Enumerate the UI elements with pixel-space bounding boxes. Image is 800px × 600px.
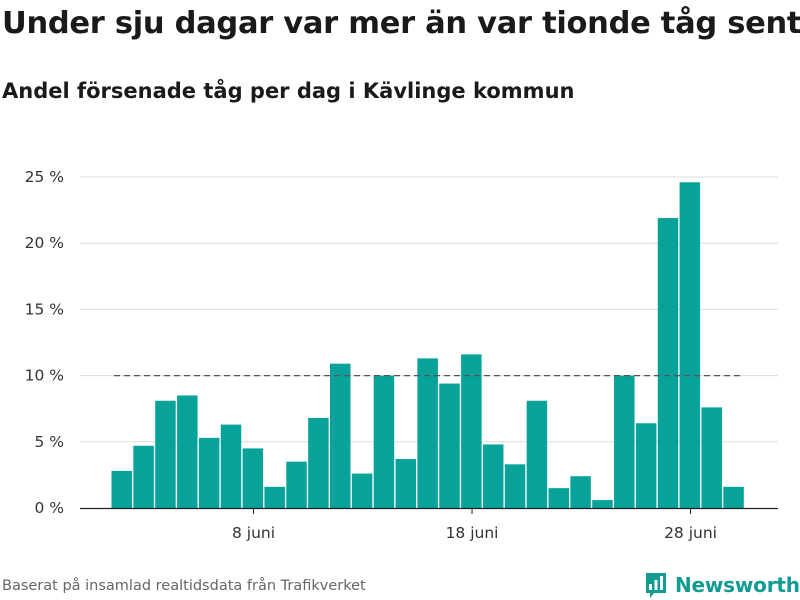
brand-logo: Newsworthy [644, 571, 800, 599]
bar [635, 423, 657, 508]
bar [373, 375, 395, 508]
bar [395, 459, 417, 508]
bar [723, 486, 744, 508]
bar [155, 400, 176, 508]
y-tick-label: 25 % [25, 168, 64, 186]
y-tick-label: 20 % [25, 234, 64, 252]
y-tick-label: 5 % [34, 433, 64, 451]
bar [526, 400, 548, 508]
x-tick-label: 8 juni [232, 524, 275, 542]
bar [264, 486, 285, 508]
bar [133, 445, 154, 508]
bar [592, 500, 613, 508]
brand-name: Newsworthy [675, 573, 800, 597]
bar [220, 424, 242, 508]
bar [351, 473, 373, 508]
bar [242, 448, 264, 508]
bar [657, 218, 679, 508]
bar [286, 461, 307, 508]
bar [614, 375, 635, 508]
bar [417, 358, 438, 508]
bar [679, 182, 701, 508]
source-note: Baserat på insamlad realtidsdata från Tr… [2, 578, 366, 594]
bar [504, 464, 526, 508]
newsworthy-logo-icon [646, 573, 666, 598]
chart-subtitle: Andel försenade tåg per dag i Kävlinge k… [2, 79, 575, 103]
y-tick-label: 15 % [25, 300, 64, 318]
bar [198, 437, 220, 508]
x-tick-label: 28 juni [664, 524, 717, 542]
bar [439, 383, 460, 508]
bar [308, 417, 329, 508]
y-tick-label: 10 % [25, 367, 64, 385]
bar [330, 363, 351, 508]
bar [570, 476, 591, 508]
x-tick-label: 18 juni [446, 524, 499, 542]
bar [548, 488, 569, 508]
bar [177, 395, 198, 508]
chart-title: Under sju dagar var mer än var tionde tå… [2, 6, 800, 41]
y-tick-label: 0 % [34, 499, 64, 517]
bar [461, 354, 482, 508]
bar [111, 470, 132, 508]
bar [482, 444, 504, 508]
bar [701, 407, 722, 508]
